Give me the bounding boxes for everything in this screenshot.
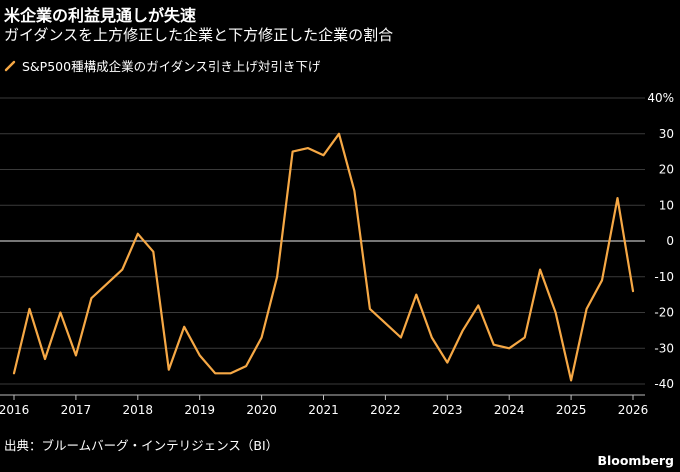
legend-label: S&P500種構成企業のガイダンス引き上げ対引き下げ xyxy=(22,59,321,74)
bloomberg-logo: Bloomberg xyxy=(597,453,674,468)
x-tick-label: 2023 xyxy=(432,403,463,417)
y-tick-label: -10 xyxy=(654,270,674,284)
series-line xyxy=(12,132,635,382)
y-tick-label: 20 xyxy=(659,163,674,177)
x-tick-label: 2018 xyxy=(123,403,154,417)
y-tick-label: -40 xyxy=(654,377,674,391)
x-tick-label: 2019 xyxy=(184,403,215,417)
chart-subtitle: ガイダンスを上方修正した企業と下方修正した企業の割合 xyxy=(4,26,394,44)
legend: S&P500種構成企業のガイダンス引き上げ対引き下げ xyxy=(4,56,320,75)
x-tick-label: 2021 xyxy=(308,403,339,417)
source-note: 出典：ブルームバーグ・インテリジェンス（BI） xyxy=(4,438,279,453)
x-tick-label: 2026 xyxy=(618,403,649,417)
y-tick-label: -20 xyxy=(654,306,674,320)
y-tick-label: 10 xyxy=(659,198,674,212)
x-tick-label: 2020 xyxy=(246,403,277,417)
x-tick-label: 2024 xyxy=(494,403,525,417)
y-tick-label: -30 xyxy=(654,341,674,355)
legend-line-icon xyxy=(4,60,16,71)
x-tick-label: 2016 xyxy=(0,403,29,417)
y-tick-label: 0 xyxy=(666,234,674,248)
x-tick-label: 2017 xyxy=(61,403,92,417)
x-tick-label: 2022 xyxy=(370,403,401,417)
x-tick-label: 2025 xyxy=(556,403,587,417)
y-tick-label: 40% xyxy=(647,91,674,105)
y-tick-label: 30 xyxy=(659,127,674,141)
chart-title: 米企業の利益見通しが失速 xyxy=(4,6,197,25)
